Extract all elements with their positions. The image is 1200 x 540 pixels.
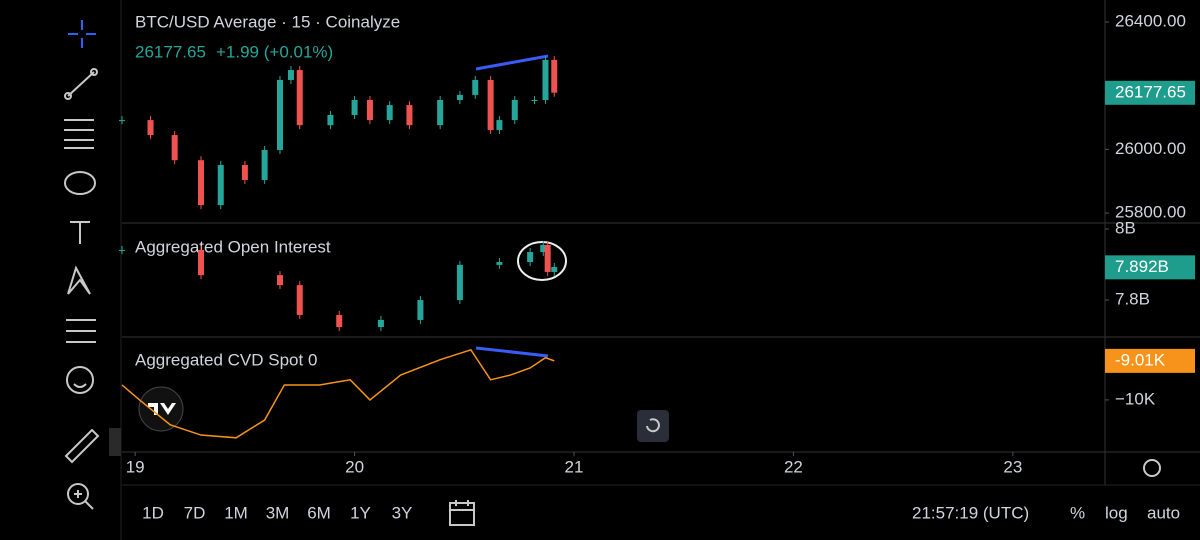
y-tick-label: 26000.00 — [1115, 139, 1186, 158]
auto-toggle[interactable]: auto — [1147, 503, 1180, 522]
goto-date[interactable] — [449, 500, 475, 526]
toolbar — [0, 0, 122, 540]
candle — [261, 150, 268, 180]
y-tick-label: 7.8B — [1115, 290, 1150, 309]
price-tag-label: 26177.65 — [1115, 82, 1186, 101]
candle — [542, 59, 549, 101]
fib-tool[interactable] — [64, 119, 94, 149]
candle — [551, 266, 558, 272]
candle — [296, 285, 303, 315]
candle — [437, 100, 444, 126]
range-button[interactable]: 3M — [266, 503, 290, 522]
reset-button[interactable] — [637, 410, 669, 442]
candle — [171, 135, 178, 161]
y-tick-label: 25800.00 — [1115, 203, 1186, 222]
y-tick-label: −10K — [1115, 389, 1156, 408]
candle — [472, 79, 479, 95]
candle — [217, 164, 224, 206]
candle — [456, 264, 463, 301]
candle — [351, 100, 358, 115]
range-button[interactable]: 1Y — [350, 503, 371, 522]
candle — [531, 100, 538, 102]
candle — [147, 120, 154, 136]
candle — [377, 319, 384, 328]
range-button[interactable]: 6M — [307, 503, 331, 522]
candle — [276, 79, 283, 151]
candle — [540, 244, 547, 253]
cvd-line — [121, 348, 555, 439]
y-tick-label: 8B — [1115, 218, 1136, 237]
candle — [336, 314, 343, 328]
ruler-tool[interactable] — [64, 428, 100, 464]
collapse-toggle[interactable] — [109, 428, 121, 456]
range-button[interactable]: 3Y — [392, 503, 413, 522]
reset-icon — [646, 418, 660, 433]
range-button[interactable]: 7D — [184, 503, 206, 522]
trend-line — [475, 54, 549, 71]
toolbar-bg — [0, 0, 121, 540]
shape-tool[interactable] — [64, 171, 96, 195]
price-tag — [1105, 80, 1195, 105]
candle — [511, 100, 518, 121]
candle — [197, 249, 204, 276]
x-tick-label: 23 — [1003, 457, 1022, 476]
trend-line — [475, 346, 549, 358]
log-toggle[interactable]: log — [1105, 503, 1128, 522]
range-button[interactable]: 1M — [224, 503, 248, 522]
prediction-tool[interactable] — [66, 319, 96, 343]
last-price: 26177.65 — [135, 42, 206, 61]
candle — [417, 300, 424, 320]
price-tag-label: 7.892B — [1115, 257, 1169, 276]
candle — [544, 244, 551, 272]
candle — [456, 94, 463, 101]
pattern-tool[interactable] — [67, 265, 91, 295]
x-tick-label: 19 — [126, 457, 145, 476]
pane-title: Aggregated Open Interest — [135, 237, 331, 256]
clock: 21:57:19 (UTC) — [912, 503, 1029, 522]
price-change: +1.99 (+0.01%) — [216, 42, 333, 61]
x-tick-label: 22 — [784, 457, 803, 476]
candle — [487, 79, 494, 130]
zoom-tool[interactable] — [67, 483, 94, 510]
crosshair-tool[interactable] — [68, 20, 96, 48]
highlight-circle — [517, 241, 567, 281]
price-tag — [1105, 348, 1195, 373]
candle — [197, 160, 204, 206]
candle — [296, 70, 303, 126]
range-button[interactable]: 1D — [142, 503, 164, 522]
percent-toggle[interactable]: % — [1070, 503, 1085, 522]
candle — [327, 114, 334, 126]
tv-logo[interactable] — [138, 386, 184, 432]
text-tool[interactable] — [70, 221, 90, 244]
x-tick-label: 21 — [565, 457, 584, 476]
candle — [496, 262, 503, 265]
chart-title: BTC/USD Average · 15 · Coinalyze — [135, 12, 400, 31]
pane-title: Aggregated CVD Spot 0 — [135, 350, 317, 369]
price-tag-label: -9.01K — [1115, 350, 1166, 369]
candle — [527, 252, 534, 263]
candle — [119, 249, 125, 251]
candle — [386, 105, 393, 121]
candle — [551, 59, 558, 93]
settings-button[interactable] — [1143, 459, 1161, 477]
candle — [287, 70, 294, 80]
candle — [241, 164, 248, 180]
candle — [276, 275, 283, 286]
y-tick-label: 26400.00 — [1115, 11, 1186, 30]
emoji-tool[interactable] — [66, 366, 94, 394]
x-tick-label: 20 — [345, 457, 364, 476]
line-tool[interactable] — [64, 68, 98, 100]
candle — [119, 120, 125, 122]
price-tag — [1105, 255, 1195, 280]
candle — [496, 120, 503, 130]
candle — [366, 100, 373, 121]
candle — [406, 105, 413, 126]
